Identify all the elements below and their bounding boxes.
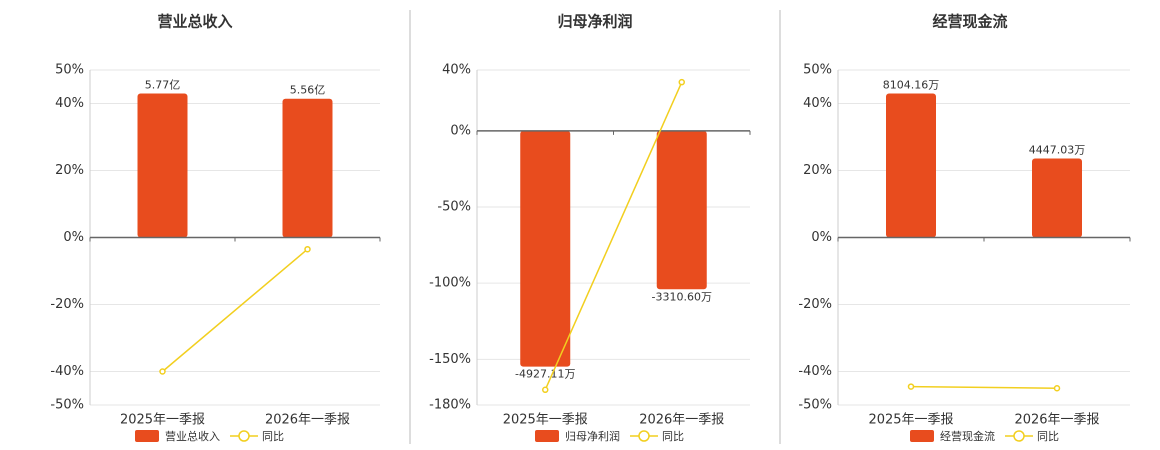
y-tick-label: 0%	[63, 230, 84, 245]
y-tick-label: 0%	[811, 230, 832, 245]
legend-swatch	[910, 430, 934, 442]
x-tick-label: 2026年一季报	[265, 413, 350, 428]
y-tick-label: 40%	[55, 96, 84, 111]
value-label: 5.77亿	[145, 78, 181, 91]
y-tick-label: 50%	[803, 63, 832, 78]
x-tick-label: 2025年一季报	[503, 413, 588, 428]
value-label: 8104.16万	[883, 78, 940, 91]
value-label: 4447.03万	[1029, 143, 1086, 156]
chart-title: 经营现金流	[932, 13, 1007, 31]
y-tick-label: -20%	[50, 297, 84, 312]
legend-label: 营业总收入	[165, 429, 220, 443]
line-point	[159, 368, 166, 375]
legend-swatch	[238, 430, 250, 442]
x-tick-label: 2025年一季报	[120, 413, 205, 428]
chart-title: 归母净利润	[557, 13, 632, 31]
value-label: -4927.11万	[515, 368, 575, 381]
y-tick-label: -50%	[437, 200, 471, 215]
legend-label: 归母净利润	[565, 429, 620, 443]
y-tick-label: 20%	[55, 163, 84, 178]
legend-label: 同比	[1037, 430, 1059, 443]
legend-swatch	[638, 430, 650, 442]
y-tick-label: 40%	[803, 96, 832, 111]
line-point	[678, 78, 685, 86]
y-tick-label: 50%	[55, 63, 84, 78]
y-tick-label: -50%	[798, 398, 832, 413]
legend-swatch	[535, 430, 559, 442]
y-tick-label: -100%	[429, 276, 471, 291]
line-point	[304, 245, 311, 253]
line	[910, 385, 1058, 389]
y-tick-label: -20%	[798, 297, 832, 312]
y-tick-label: -40%	[50, 364, 84, 379]
x-tick-label: 2025年一季报	[868, 413, 953, 428]
value-label: 5.56亿	[290, 84, 326, 97]
y-tick-label: -180%	[429, 398, 471, 413]
bar	[886, 93, 936, 238]
line-point	[907, 383, 915, 390]
bar	[137, 93, 188, 238]
y-tick-label: 40%	[442, 63, 471, 78]
y-tick-label: -150%	[429, 352, 471, 367]
legend-label: 经营现金流	[940, 429, 995, 443]
y-tick-label: 0%	[450, 123, 471, 138]
y-tick-label: 20%	[803, 163, 832, 178]
chart-title: 营业总收入	[157, 13, 232, 31]
legend-label: 同比	[262, 430, 284, 443]
bar	[282, 98, 333, 238]
bar	[520, 130, 571, 367]
line-point	[1053, 385, 1061, 392]
line	[544, 81, 683, 391]
line-point	[542, 386, 549, 394]
y-tick-label: -50%	[50, 398, 84, 413]
bar	[656, 130, 707, 290]
bar	[1032, 158, 1082, 238]
y-tick-label: -40%	[798, 364, 832, 379]
legend-swatch	[135, 430, 159, 442]
line	[162, 248, 308, 373]
legend-label: 同比	[662, 430, 684, 443]
x-tick-label: 2026年一季报	[1014, 413, 1099, 428]
x-tick-label: 2026年一季报	[639, 413, 724, 428]
value-label: -3310.60万	[652, 290, 712, 303]
legend-swatch	[1013, 430, 1025, 442]
